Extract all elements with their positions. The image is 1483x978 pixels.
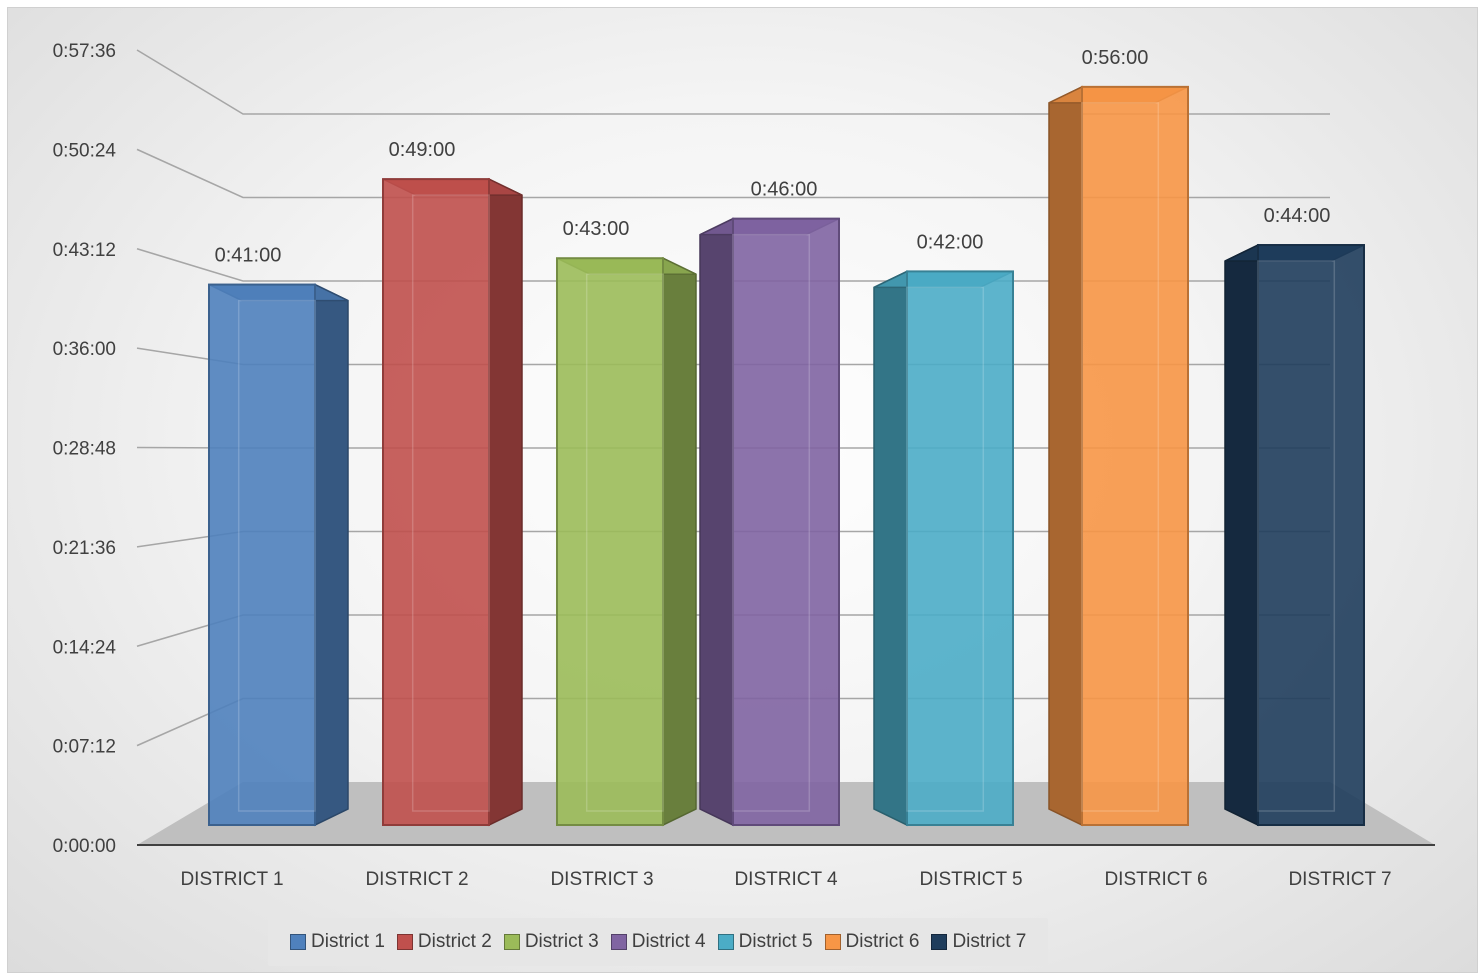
bar-group — [382, 177, 523, 827]
data-label: 0:49:00 — [389, 139, 456, 161]
x-tick-label: DISTRICT 6 — [1104, 869, 1207, 890]
bar-group — [873, 270, 1014, 827]
legend-swatch — [610, 934, 627, 950]
bar — [906, 270, 1014, 826]
data-label: 0:46:00 — [751, 179, 818, 201]
legend-label: District 2 — [417, 931, 492, 952]
bar-side — [314, 283, 349, 827]
data-label: 0:43:00 — [563, 218, 630, 240]
bar-edge — [1257, 260, 1336, 812]
bar-edge — [237, 299, 316, 812]
bar-side — [699, 217, 734, 827]
legend-label: District 6 — [845, 931, 920, 952]
bar-edge — [585, 273, 664, 812]
bar-edge — [906, 286, 985, 812]
data-label: 0:44:00 — [1264, 205, 1331, 227]
legend: District 1 District 2 District 3 District 4… — [268, 918, 1049, 966]
bar-side — [662, 257, 697, 827]
bar — [1081, 85, 1189, 827]
bar-side — [1224, 243, 1259, 827]
data-label: 0:41:00 — [215, 245, 282, 267]
legend-label: District 7 — [952, 931, 1027, 952]
legend-item: District 2 — [396, 931, 492, 953]
legend-swatch — [931, 934, 948, 950]
legend-item: District 1 — [290, 931, 385, 953]
bar — [1257, 244, 1365, 827]
labels: 0:00:00 0:07:12 0:14:24 0:21:36 0:28:48 0:36:… — [53, 41, 1392, 890]
y-tick-label: 0:28:48 — [53, 439, 116, 460]
legend-swatch — [396, 934, 413, 950]
y-tick-label: 0:21:36 — [53, 538, 116, 559]
y-tick-label: 0:14:24 — [53, 637, 117, 658]
bar — [208, 283, 316, 827]
legend-swatch — [717, 934, 734, 950]
legend-item: District 5 — [717, 931, 813, 953]
legend-swatch — [824, 934, 841, 950]
gridline — [136, 148, 1330, 199]
y-tick-label: 0:50:24 — [53, 140, 117, 161]
x-tick-label: DISTRICT 2 — [365, 869, 468, 890]
x-tick-label: DISTRICT 7 — [1288, 869, 1391, 890]
x-tick-label: DISTRICT 5 — [919, 869, 1022, 890]
y-tick-label: 0:07:12 — [53, 737, 116, 758]
bar-group — [1048, 85, 1189, 827]
bar-side — [873, 270, 908, 827]
x-tick-label: DISTRICT 3 — [550, 869, 653, 890]
bars — [208, 85, 1365, 827]
bar-edge — [732, 233, 811, 812]
legend-label: District 5 — [738, 931, 813, 952]
x-tick-label: DISTRICT 1 — [180, 869, 283, 890]
bar-side — [1048, 85, 1083, 827]
legend-label: District 3 — [524, 931, 599, 952]
data-label: 0:42:00 — [917, 231, 984, 253]
bar-group — [1224, 243, 1365, 827]
y-tick-label: 0:43:12 — [53, 240, 116, 261]
legend-item: District 7 — [931, 931, 1026, 953]
legend-swatch — [503, 934, 520, 950]
legend-item: District 3 — [503, 931, 599, 953]
legend-label: District 4 — [631, 931, 706, 952]
legend-item: District 6 — [824, 931, 920, 953]
gridline — [136, 49, 1330, 115]
x-tick-label: DISTRICT 4 — [734, 869, 838, 890]
legend-swatch — [290, 934, 306, 950]
y-tick-label: 0:00:00 — [53, 836, 116, 857]
bar — [382, 178, 490, 826]
y-tick-label: 0:57:36 — [53, 41, 116, 62]
bar-group — [208, 283, 349, 827]
legend-label: District 1 — [311, 931, 385, 952]
bar-edge — [411, 194, 490, 812]
bar-group — [556, 257, 697, 827]
bar-edge — [1081, 102, 1160, 812]
y-tick-label: 0:36:00 — [53, 339, 116, 360]
bar-group — [699, 217, 840, 827]
data-label: 0:56:00 — [1082, 47, 1149, 69]
bar-side — [488, 177, 523, 827]
bar — [732, 217, 840, 826]
legend-item: District 4 — [610, 931, 706, 953]
bar — [556, 257, 664, 826]
